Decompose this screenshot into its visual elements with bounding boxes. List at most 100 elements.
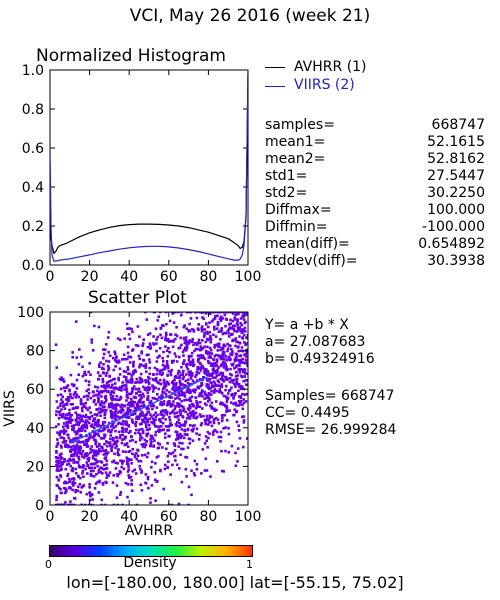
scatter-point bbox=[173, 412, 176, 415]
scatter-point bbox=[206, 400, 210, 403]
scatter-point bbox=[55, 413, 58, 417]
scatter-point bbox=[84, 373, 88, 377]
scatter-point bbox=[191, 337, 194, 341]
scatter-point bbox=[77, 373, 80, 376]
scatter-point bbox=[134, 406, 137, 410]
scatter-point bbox=[228, 377, 232, 380]
scatter-point bbox=[207, 423, 210, 426]
scatter-point bbox=[103, 503, 107, 505]
scatter-point bbox=[188, 355, 191, 359]
scatter-point bbox=[140, 471, 143, 474]
scatter-point bbox=[114, 429, 117, 433]
stat-value: 30.2250 bbox=[427, 185, 485, 201]
y-tick-label: 40 bbox=[26, 421, 44, 437]
scatter-point bbox=[168, 390, 171, 394]
scatter-point bbox=[99, 411, 103, 414]
scatter-point bbox=[148, 427, 151, 430]
scatter-point bbox=[164, 425, 168, 428]
scatter-point bbox=[189, 371, 192, 375]
scatter-point bbox=[235, 353, 239, 356]
scatter-point bbox=[110, 445, 114, 449]
scatter-point bbox=[99, 389, 103, 393]
scatter-point bbox=[105, 408, 108, 412]
scatter-point bbox=[225, 395, 228, 398]
scatter-point bbox=[164, 345, 167, 348]
scatter-point bbox=[242, 415, 246, 418]
scatter-point bbox=[234, 451, 237, 455]
scatter-point bbox=[65, 386, 68, 389]
x-tick-label: 0 bbox=[46, 509, 55, 525]
scatter-point bbox=[123, 337, 126, 340]
scatter-point bbox=[74, 472, 78, 475]
scatter-point bbox=[121, 381, 124, 384]
scatter-point bbox=[146, 333, 150, 336]
scatter-point bbox=[226, 347, 230, 350]
scatter-point bbox=[163, 436, 167, 439]
scatter-point bbox=[214, 416, 218, 420]
scatter-point bbox=[119, 410, 123, 413]
scatter-point bbox=[140, 350, 143, 353]
scatter-point bbox=[161, 372, 164, 375]
scatter-point bbox=[179, 413, 183, 417]
scatter-point bbox=[159, 382, 163, 386]
scatter-point bbox=[178, 441, 181, 445]
regression-line bbox=[69, 376, 209, 444]
scatter-point bbox=[167, 401, 170, 404]
scatter-point bbox=[193, 474, 197, 477]
scatter-point bbox=[54, 343, 58, 346]
scatter-point bbox=[161, 421, 165, 425]
scatter-point bbox=[64, 445, 67, 448]
scatter-point bbox=[207, 361, 211, 364]
scatter-point bbox=[216, 343, 219, 346]
scatter-point bbox=[101, 483, 105, 486]
scatter-point bbox=[243, 321, 247, 325]
scatter-point bbox=[226, 349, 229, 353]
scatter-point bbox=[131, 438, 134, 442]
scatter-point bbox=[198, 367, 201, 370]
scatter-point bbox=[111, 383, 114, 387]
scatter-point bbox=[130, 374, 134, 377]
scatter-point bbox=[191, 413, 195, 416]
scatter-point bbox=[146, 391, 150, 395]
scatter-point bbox=[109, 437, 112, 440]
scatter-point bbox=[128, 361, 132, 364]
scatter-point bbox=[64, 429, 68, 433]
scatter-point bbox=[56, 503, 60, 505]
scatter-point bbox=[68, 459, 72, 462]
scatter-point bbox=[158, 372, 162, 376]
scatter-point bbox=[202, 356, 205, 360]
scatter-point bbox=[105, 476, 108, 479]
scatter-point bbox=[245, 437, 248, 440]
scatter-point bbox=[86, 398, 89, 401]
scatter-point bbox=[113, 398, 117, 401]
scatter-point bbox=[165, 413, 169, 416]
scatter-point bbox=[243, 393, 247, 396]
scatter-point bbox=[178, 422, 181, 425]
scatter-point bbox=[159, 413, 162, 416]
scatter-point bbox=[62, 432, 66, 435]
scatter-point bbox=[177, 391, 180, 394]
scatter-point bbox=[180, 365, 183, 369]
scatter-point bbox=[161, 395, 164, 398]
scatter-point bbox=[126, 365, 129, 369]
scatter-point bbox=[70, 424, 74, 428]
scatter-point bbox=[90, 503, 94, 505]
scatter-point bbox=[75, 393, 79, 397]
scatter-point bbox=[210, 320, 214, 323]
scatter-point bbox=[175, 411, 179, 414]
scatter-point bbox=[172, 386, 176, 389]
scatter-point bbox=[121, 462, 124, 465]
scatter-point bbox=[137, 459, 140, 463]
scatter-point bbox=[213, 409, 216, 412]
scatter-point bbox=[69, 393, 72, 396]
scatter-point bbox=[186, 407, 190, 410]
scatter-point bbox=[127, 431, 131, 435]
scatter-point bbox=[183, 359, 186, 362]
scatter-point bbox=[171, 463, 174, 467]
scatter-point bbox=[56, 438, 59, 441]
scatter-point bbox=[57, 423, 60, 426]
scatter-point bbox=[174, 459, 177, 462]
stat-value: 668747 bbox=[431, 117, 485, 133]
scatter-point bbox=[99, 449, 102, 453]
scatter-point bbox=[79, 402, 83, 406]
